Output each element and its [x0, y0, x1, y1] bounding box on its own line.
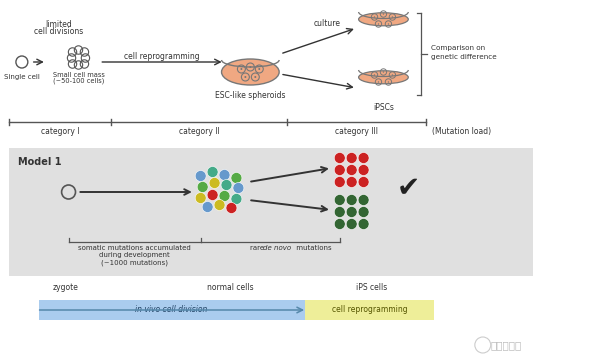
Circle shape [383, 13, 384, 15]
Bar [9, 148, 533, 276]
Circle shape [197, 181, 208, 193]
Circle shape [346, 164, 357, 176]
Circle shape [358, 206, 369, 218]
Text: ESC-like spheroids: ESC-like spheroids [215, 91, 286, 100]
Circle shape [195, 171, 206, 181]
Ellipse shape [359, 13, 408, 26]
Text: 中国高科技: 中国高科技 [491, 340, 522, 350]
Text: genetic difference: genetic difference [431, 54, 497, 60]
Circle shape [209, 177, 220, 189]
Bar [39, 300, 305, 320]
Circle shape [231, 194, 242, 205]
Circle shape [334, 152, 345, 164]
Circle shape [392, 74, 393, 76]
Circle shape [346, 177, 357, 188]
Ellipse shape [359, 71, 408, 84]
Bar [305, 300, 434, 320]
Circle shape [358, 152, 369, 164]
Circle shape [392, 16, 393, 18]
Text: (Mutation load): (Mutation load) [432, 127, 491, 136]
Circle shape [358, 194, 369, 206]
Text: in vivo cell division: in vivo cell division [134, 306, 207, 315]
Circle shape [358, 219, 369, 230]
Text: category III: category III [335, 127, 378, 136]
Bar [4, 0, 600, 148]
Text: Comparison on: Comparison on [431, 45, 485, 51]
Text: category II: category II [179, 127, 220, 136]
Circle shape [258, 68, 260, 70]
Circle shape [254, 76, 256, 78]
Circle shape [334, 177, 345, 188]
Circle shape [214, 199, 225, 210]
Text: Single cell: Single cell [4, 74, 40, 80]
Circle shape [358, 177, 369, 188]
Circle shape [388, 81, 389, 83]
Text: category I: category I [41, 127, 79, 136]
Circle shape [221, 180, 232, 190]
Circle shape [207, 189, 218, 201]
Text: rare: rare [250, 245, 267, 251]
Circle shape [241, 68, 242, 70]
Text: culture: culture [313, 19, 340, 28]
Circle shape [346, 219, 357, 230]
Ellipse shape [221, 59, 279, 85]
Circle shape [202, 202, 213, 212]
Circle shape [346, 194, 357, 206]
Text: (~50-100 cells): (~50-100 cells) [53, 78, 104, 84]
Circle shape [383, 71, 384, 73]
Text: cell reprogramming: cell reprogramming [332, 306, 407, 315]
Circle shape [378, 81, 379, 83]
Circle shape [346, 152, 357, 164]
Text: normal cells: normal cells [207, 283, 254, 292]
Circle shape [358, 164, 369, 176]
Circle shape [244, 76, 247, 78]
Text: cell reprogramming: cell reprogramming [124, 52, 200, 61]
Circle shape [231, 173, 242, 184]
Text: somatic mutations accumulated: somatic mutations accumulated [78, 245, 190, 251]
Text: Small cell mass: Small cell mass [53, 72, 104, 78]
Circle shape [388, 23, 389, 25]
Text: iPS cells: iPS cells [356, 283, 387, 292]
Circle shape [346, 206, 357, 218]
Text: cell divisions: cell divisions [34, 27, 83, 36]
Text: de novo: de novo [263, 245, 292, 251]
Circle shape [334, 194, 345, 206]
Circle shape [219, 190, 230, 202]
Circle shape [207, 167, 218, 177]
Circle shape [334, 164, 345, 176]
Circle shape [195, 193, 206, 203]
Text: ✔: ✔ [397, 174, 420, 202]
Text: zygote: zygote [53, 283, 79, 292]
Circle shape [219, 169, 230, 181]
Text: during development: during development [99, 252, 169, 258]
Text: limited: limited [45, 20, 72, 29]
Text: Model 1: Model 1 [18, 157, 61, 167]
Circle shape [250, 66, 251, 68]
Circle shape [233, 182, 244, 194]
Text: iPSCs: iPSCs [373, 103, 394, 112]
Circle shape [374, 16, 375, 18]
Circle shape [374, 74, 375, 76]
Circle shape [378, 23, 379, 25]
Circle shape [334, 206, 345, 218]
Text: (~1000 mutations): (~1000 mutations) [101, 259, 167, 265]
Circle shape [334, 219, 345, 230]
Circle shape [226, 202, 237, 214]
Bar [4, 282, 600, 362]
Text: mutations: mutations [294, 245, 332, 251]
